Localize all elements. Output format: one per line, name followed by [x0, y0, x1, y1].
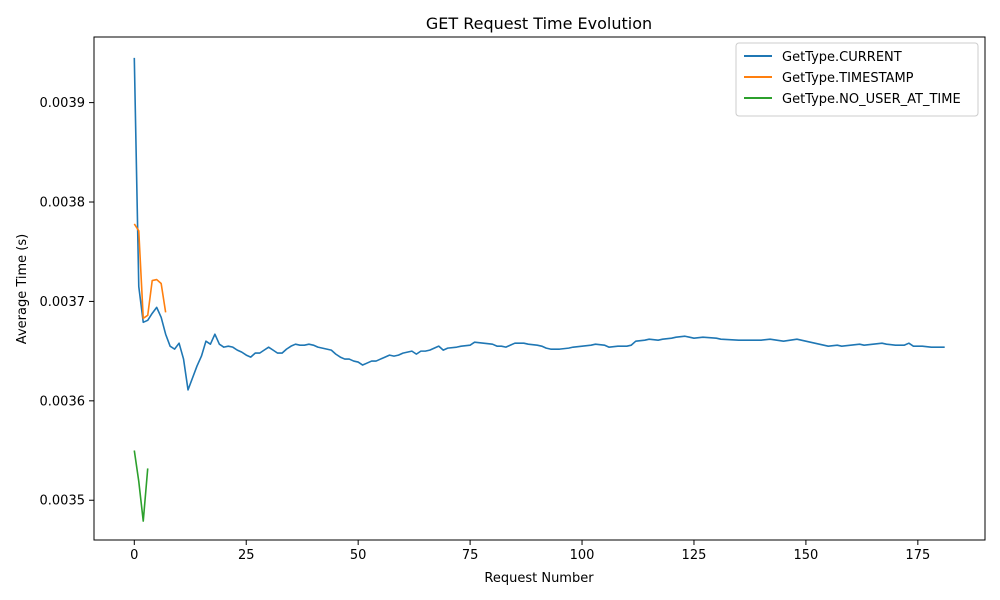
x-tick-label: 75	[462, 548, 479, 563]
legend-frame	[735, 42, 979, 117]
legend-label-no-user-at-time: GetType.NO_USER_AT_TIME	[782, 92, 961, 107]
y-tick-label: 0.0036	[40, 394, 86, 409]
y-axis-label: Average Time (s)	[15, 234, 30, 344]
x-axis: 0 25 50 75 100 125 150 175	[130, 540, 930, 563]
series-line-current	[133, 57, 945, 391]
chart-title: GET Request Time Evolution	[426, 14, 652, 33]
legend-label-current: GetType.CURRENT	[782, 50, 902, 65]
x-tick-label: 0	[130, 548, 138, 563]
x-axis-label: Request Number	[484, 571, 594, 586]
y-tick-label: 0.0035	[40, 494, 86, 509]
series-lines	[133, 57, 945, 522]
x-tick-label: 125	[682, 548, 707, 563]
legend: GetType.CURRENT GetType.TIMESTAMP GetTyp…	[735, 42, 979, 117]
series-line-timestamp	[133, 223, 167, 320]
y-tick-label: 0.0039	[40, 96, 86, 111]
x-tick-label: 175	[905, 548, 930, 563]
plot-frame	[93, 36, 986, 541]
x-tick-label: 25	[238, 548, 255, 563]
x-tick-label: 150	[793, 548, 818, 563]
plot-area	[93, 36, 986, 541]
y-axis: 0.0035 0.0036 0.0037 0.0038 0.0039	[40, 96, 94, 509]
y-tick-label: 0.0038	[40, 196, 86, 211]
y-tick-label: 0.0037	[40, 295, 86, 310]
legend-label-timestamp: GetType.TIMESTAMP	[782, 71, 914, 86]
series-line-no-user-at-time	[133, 450, 149, 522]
x-tick-label: 50	[350, 548, 367, 563]
x-tick-label: 100	[570, 548, 595, 563]
